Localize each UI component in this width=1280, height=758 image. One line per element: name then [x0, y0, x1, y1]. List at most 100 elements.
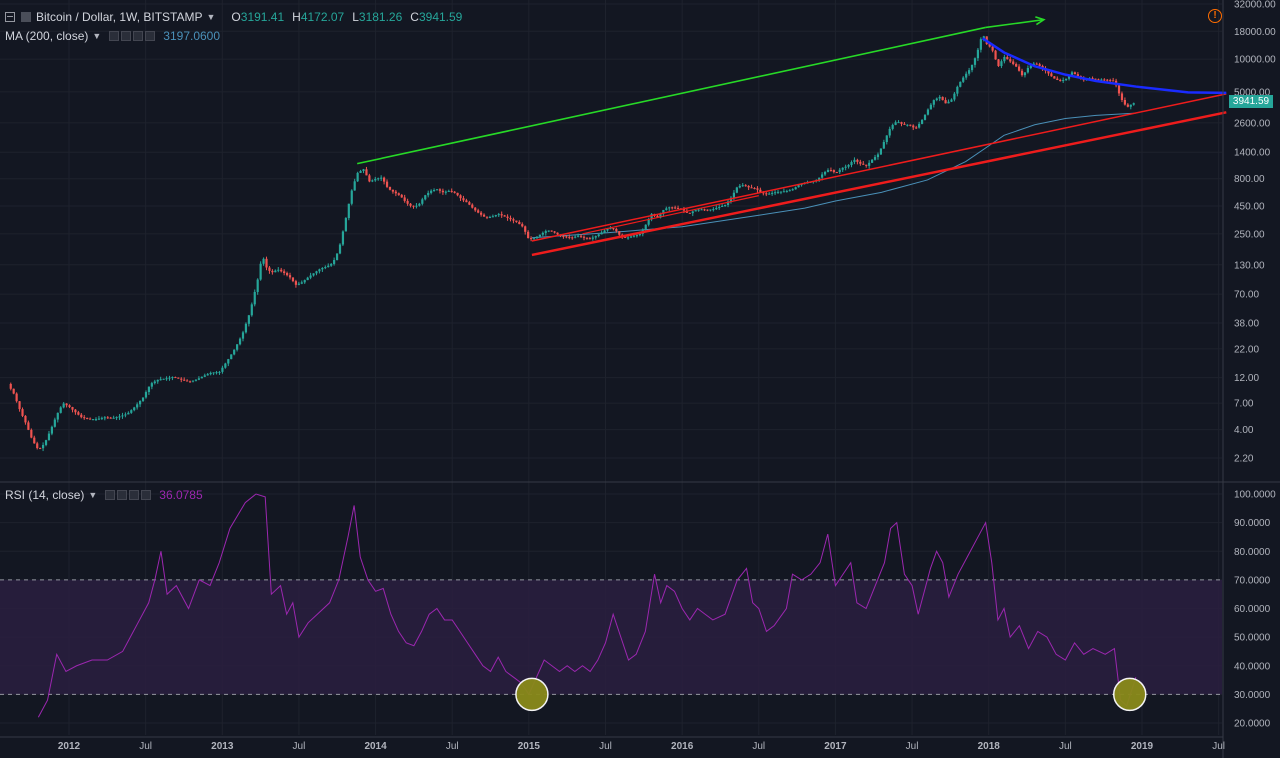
candle-body	[832, 170, 835, 173]
chevron-down-icon[interactable]: ▼	[92, 31, 102, 41]
candle-body	[1000, 61, 1003, 67]
candle-body	[932, 100, 935, 105]
symbol-title[interactable]: Bitcoin / Dollar, 1W, BITSTAMP	[36, 10, 203, 24]
candle-body	[970, 64, 974, 71]
settings-icon[interactable]	[121, 31, 132, 41]
red-trend-line[interactable]	[531, 111, 1227, 257]
candle-body	[912, 125, 915, 128]
trend-layer[interactable]	[357, 16, 1227, 257]
candle-body	[435, 189, 439, 191]
alert-icon[interactable]: !	[1208, 9, 1222, 23]
candle-body	[612, 228, 615, 230]
candle-body	[421, 199, 424, 204]
visibility-icon[interactable]	[109, 31, 120, 41]
red-trend-line[interactable]	[531, 93, 1227, 242]
candle-body	[118, 416, 121, 418]
y-tick-label: 12.00	[1234, 373, 1259, 384]
candle-body	[688, 212, 691, 214]
candle-body	[876, 154, 880, 158]
chevron-down-icon[interactable]: ▼	[88, 490, 98, 500]
x-tick-label: 2017	[824, 741, 847, 752]
candle-body	[477, 210, 480, 213]
candle-body	[862, 163, 865, 165]
candle-body	[465, 200, 468, 203]
candle-body	[174, 377, 177, 379]
x-tick-label: 2013	[211, 741, 234, 752]
candle-body	[800, 184, 803, 186]
candle-body	[541, 232, 544, 235]
candle-body	[926, 109, 930, 115]
rsi-oversold-highlight	[515, 677, 549, 712]
green-trend-arrow-shaft[interactable]	[985, 18, 1045, 29]
candle-body	[606, 228, 609, 231]
y-tick-label: 22.00	[1234, 344, 1259, 355]
candle-body	[656, 215, 659, 218]
candle-body	[847, 165, 850, 167]
rsi-y-tick-label: 90.0000	[1234, 518, 1271, 529]
candle-body	[180, 378, 183, 380]
candle-body	[338, 244, 342, 254]
ma-legend-label[interactable]: MA (200, close)	[5, 29, 89, 43]
candle-body	[471, 204, 474, 208]
candle-body	[888, 128, 891, 136]
candle-body	[1065, 78, 1068, 81]
candle-body	[394, 191, 397, 194]
candle-body	[1003, 56, 1006, 62]
rsi-legend-label[interactable]: RSI (14, close)	[5, 488, 85, 502]
settings-icon[interactable]	[117, 490, 128, 500]
chevron-down-icon[interactable]: ▼	[206, 12, 216, 22]
visibility-icon[interactable]	[105, 490, 116, 500]
candle-body	[271, 270, 274, 273]
candle-body	[694, 210, 697, 212]
candle-body	[47, 433, 51, 441]
candle-body	[973, 58, 977, 65]
candle-body	[124, 414, 127, 416]
candle-body	[430, 190, 433, 193]
red-trend-line[interactable]	[582, 195, 759, 235]
candle-body	[294, 281, 298, 285]
candle-body	[738, 185, 741, 188]
candle-body	[300, 282, 303, 284]
ma-legend-value: 3197.0600	[163, 29, 221, 43]
candle-body	[141, 397, 145, 401]
candle-body	[1073, 72, 1077, 75]
candle-body	[121, 415, 124, 417]
candle-body	[241, 332, 245, 339]
y-tick-label: 450.00	[1234, 201, 1265, 212]
ma-layer	[531, 112, 1136, 239]
candle-body	[480, 212, 483, 215]
candle-body	[1059, 79, 1062, 81]
candle-body	[1123, 99, 1127, 105]
candle-body	[579, 235, 583, 237]
close-icon[interactable]	[141, 490, 152, 500]
candle-body	[603, 230, 606, 233]
candle-body	[218, 371, 221, 373]
candle-body	[632, 235, 636, 237]
candle-body	[718, 206, 721, 209]
y-tick-label: 70.00	[1234, 290, 1259, 301]
x-tick-label: 2014	[364, 741, 387, 752]
candle-body	[965, 73, 968, 78]
candle-body	[823, 171, 827, 175]
candle-body	[89, 418, 92, 420]
candle-body	[1050, 73, 1053, 77]
candle-body	[1053, 76, 1056, 79]
add-icon[interactable]	[129, 490, 140, 500]
rsi-band-fill	[0, 579, 1222, 695]
blue-curve-line[interactable]	[981, 37, 1227, 95]
candle-body	[250, 304, 253, 316]
candle-body	[418, 203, 421, 206]
candle-body	[335, 253, 339, 261]
ohlc-key: H	[292, 10, 301, 24]
add-icon[interactable]	[133, 31, 144, 41]
candle-body	[976, 49, 980, 59]
candle-body	[1009, 59, 1012, 62]
collapse-icon[interactable]	[5, 12, 15, 22]
green-trend-line[interactable]	[357, 26, 986, 165]
close-icon[interactable]	[145, 31, 156, 41]
candle-body	[306, 277, 309, 281]
candle-body	[259, 263, 262, 280]
candle-body	[674, 207, 677, 209]
candle-body	[59, 407, 62, 413]
